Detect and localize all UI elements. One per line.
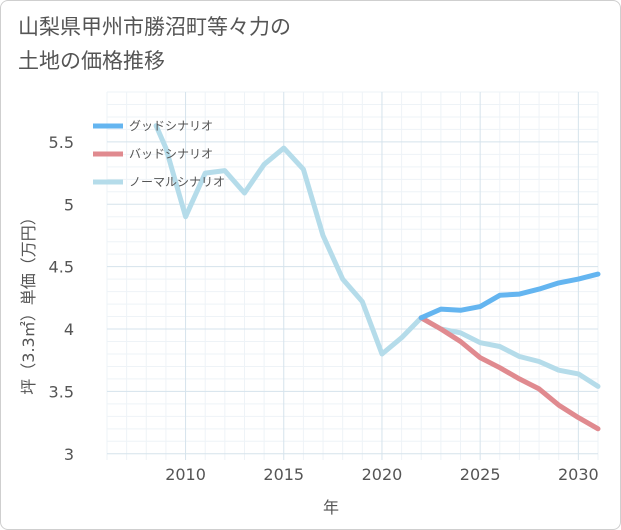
y-tick-label: 5.5 [49,133,74,152]
x-tick-label: 2010 [165,465,206,484]
series-lines [153,123,601,432]
series-line [153,123,601,389]
y-tick-label: 3 [64,445,74,464]
plot-area [107,92,598,460]
y-axis-label: 坪（3.3㎡）単価（万円） [19,209,38,394]
series-line [418,315,601,432]
legend-label: グッドシナリオ [129,119,213,133]
x-tick-label: 2020 [362,465,403,484]
legend-label: ノーマルシナリオ [129,175,225,189]
y-tick-label: 4.5 [49,258,74,277]
x-axis-label: 年 [323,498,339,517]
x-tick-label: 2015 [263,465,304,484]
y-tick-label: 3.5 [49,382,74,401]
legend-label: バッドシナリオ [129,147,213,161]
y-tick-label: 4 [64,320,74,339]
x-tick-label: 2030 [558,465,599,484]
tick-labels: 2010 2015 2020 2025 2030 3 3.5 4 4.5 5 5.5 [49,133,599,484]
x-tick-label: 2025 [460,465,501,484]
y-tick-label: 5 [64,195,74,214]
chart-title: 山梨県甲州市勝沼町等々力の 土地の価格推移 [18,15,291,73]
series-line [418,271,601,321]
grid-lines [106,91,599,460]
